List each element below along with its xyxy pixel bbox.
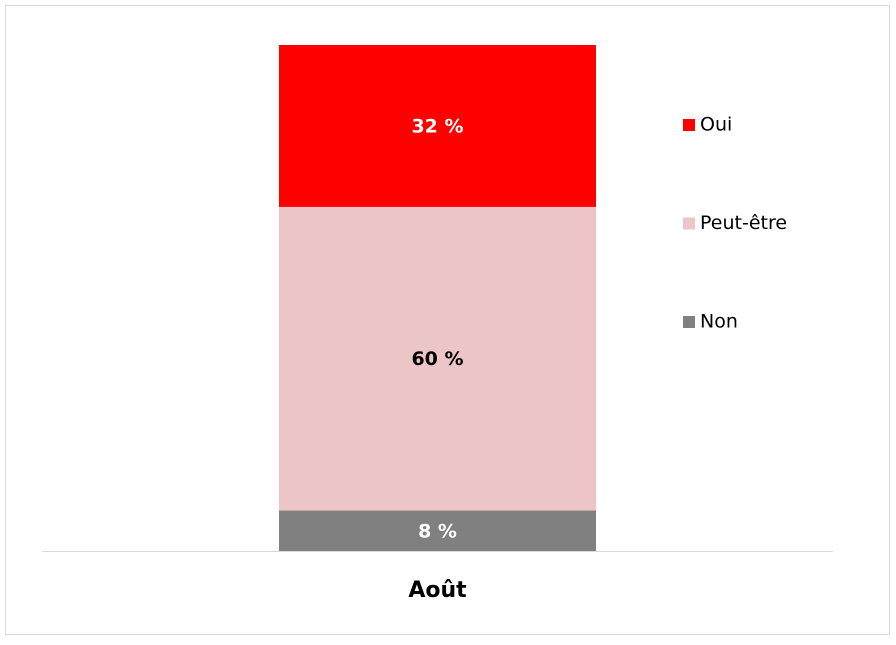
value-label: 8 % xyxy=(418,520,457,542)
value-label: 32 % xyxy=(411,115,463,137)
value-label: 60 % xyxy=(411,348,463,370)
legend-label: Peut-être xyxy=(700,212,787,234)
legend-label: Oui xyxy=(700,114,732,136)
bar-segment xyxy=(279,206,596,511)
bar-segment xyxy=(279,45,596,207)
legend-swatch xyxy=(683,316,695,328)
x-tick-label: Août xyxy=(408,578,467,603)
bar-segment xyxy=(279,510,596,551)
legend-swatch xyxy=(683,217,695,230)
legend-label: Non xyxy=(700,311,738,333)
legend-swatch xyxy=(683,119,695,131)
